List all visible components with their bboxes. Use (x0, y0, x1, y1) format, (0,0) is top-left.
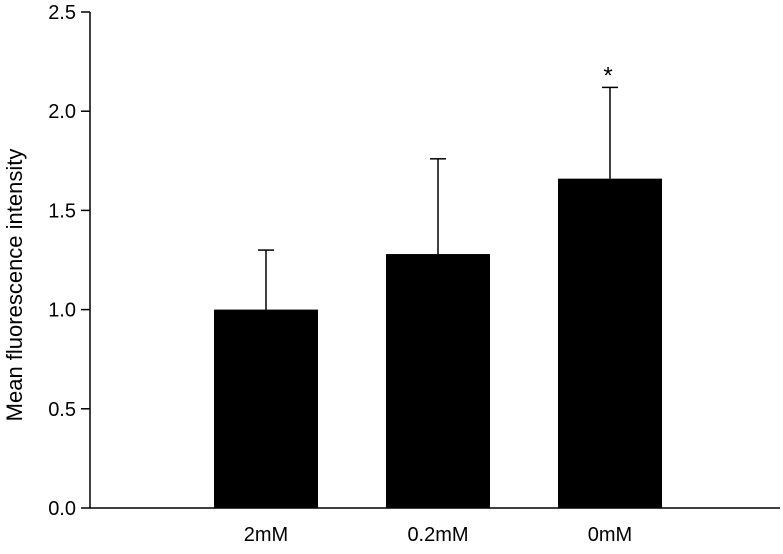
bars (214, 178, 662, 508)
y-tick-label: 2.5 (48, 2, 76, 24)
x-tick-label: 2mM (244, 524, 288, 546)
y-tick-label: 1.0 (48, 300, 76, 322)
x-tick-label: 0.2mM (407, 524, 468, 546)
bar (558, 178, 662, 508)
error-bars (258, 86, 618, 310)
y-axis-label: Mean fluorescence intensity (2, 149, 27, 422)
y-tick-label: 2.0 (48, 101, 76, 123)
y-tick-label: 0.5 (48, 399, 76, 421)
x-tick-labels: 2mM 0.2mM 0mM (244, 524, 632, 546)
annotations: * (603, 62, 612, 89)
y-tick-label: 0.0 (48, 498, 76, 520)
y-ticks: 0.0 0.5 1.0 1.5 2.0 2.5 (48, 2, 90, 520)
bar (386, 254, 490, 508)
y-tick-label: 1.5 (48, 200, 76, 222)
bar (214, 309, 318, 508)
x-tick-label: 0mM (588, 524, 632, 546)
significance-marker: * (603, 62, 612, 89)
